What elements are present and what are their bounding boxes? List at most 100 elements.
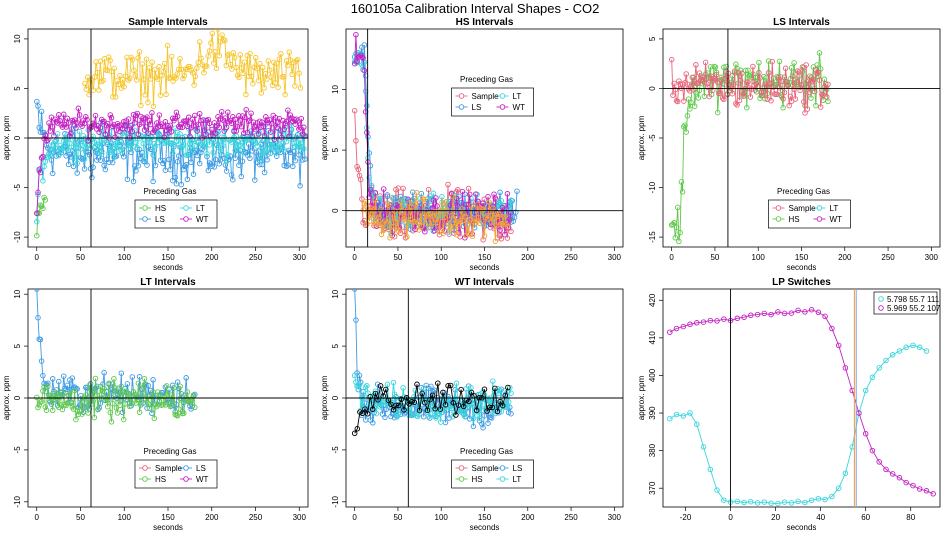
data-point (683, 129, 689, 135)
data-point (923, 488, 930, 494)
data-point (70, 163, 77, 170)
data-point (257, 61, 263, 67)
legend-marker (878, 305, 884, 311)
data-point (265, 119, 272, 126)
data-point (94, 69, 101, 76)
data-point (808, 306, 815, 313)
data-point (250, 119, 257, 125)
data-point (232, 147, 238, 154)
data-point (145, 393, 151, 400)
data-point (710, 87, 716, 93)
data-point (190, 171, 197, 177)
data-point (221, 128, 227, 134)
data-point (293, 58, 300, 64)
data-point (190, 392, 197, 398)
data-point (447, 225, 454, 231)
legend-label: LT (513, 92, 522, 101)
data-point (435, 380, 441, 386)
data-point (73, 416, 79, 423)
y-tick-label: 400 (648, 368, 657, 382)
data-point (211, 164, 218, 170)
data-point (80, 405, 87, 411)
data-point (250, 80, 256, 87)
data-point (167, 403, 174, 410)
data-point (504, 235, 511, 241)
data-point (296, 70, 302, 76)
data-point (152, 66, 158, 73)
data-point (484, 408, 490, 414)
data-point (687, 410, 693, 416)
data-point (210, 60, 217, 66)
y-tick-label: 370 (648, 481, 657, 495)
data-point (223, 168, 230, 174)
data-point (52, 138, 58, 145)
data-point (209, 136, 215, 142)
data-point (797, 87, 803, 94)
data-point (486, 199, 493, 206)
data-point (835, 485, 842, 491)
y-axis-label: approx. ppm (2, 115, 11, 160)
legend-title: Preceding Gas (144, 187, 197, 196)
data-point (192, 404, 198, 411)
data-point (474, 202, 480, 208)
data-point (102, 131, 109, 138)
data-point (192, 112, 198, 119)
y-axis-label: approx. ppm (320, 115, 329, 160)
data-point (109, 159, 116, 166)
data-point (146, 405, 153, 412)
data-point (106, 150, 112, 156)
data-point (366, 194, 372, 200)
x-tick-label: 200 (205, 253, 219, 262)
data-point (135, 163, 142, 169)
data-point (450, 400, 457, 406)
data-point (430, 389, 437, 395)
legend-marker (183, 465, 189, 471)
data-point (34, 210, 40, 217)
data-point (428, 383, 434, 390)
data-point (721, 497, 727, 503)
data-point (672, 234, 679, 241)
series-line-wt-switch (669, 309, 934, 495)
data-point (184, 176, 191, 183)
data-point (212, 130, 219, 137)
data-point (505, 202, 512, 208)
data-point (454, 203, 461, 209)
data-point (89, 401, 95, 407)
data-point (238, 123, 245, 130)
data-point (353, 138, 359, 144)
data-point (265, 58, 272, 64)
data-point (473, 407, 480, 414)
x-axis-label: seconds (153, 523, 183, 532)
data-point (696, 70, 703, 76)
data-point (251, 64, 258, 71)
data-point (453, 232, 460, 238)
data-point (712, 64, 719, 70)
data-point (129, 128, 136, 135)
data-point (49, 170, 56, 177)
data-point (714, 109, 721, 116)
data-point (237, 52, 244, 58)
data-point (733, 100, 739, 107)
data-point (418, 384, 425, 391)
data-point (449, 212, 455, 219)
data-point (151, 415, 158, 422)
legend-box (134, 199, 218, 229)
x-tick-label: 150 (795, 253, 809, 262)
data-point (183, 161, 189, 168)
data-point (222, 162, 229, 168)
data-point (285, 62, 291, 69)
y-tick-label: 5 (13, 86, 22, 91)
data-point (297, 124, 303, 131)
x-tick-label: 250 (564, 513, 578, 522)
data-point (910, 342, 916, 349)
data-point (181, 166, 187, 173)
data-point (165, 392, 171, 398)
data-point (271, 136, 278, 143)
data-point (682, 122, 688, 128)
data-point (463, 201, 469, 208)
data-point (139, 120, 145, 126)
data-point (209, 163, 215, 169)
data-point (59, 406, 66, 413)
data-point (391, 391, 398, 397)
data-point (798, 81, 805, 88)
